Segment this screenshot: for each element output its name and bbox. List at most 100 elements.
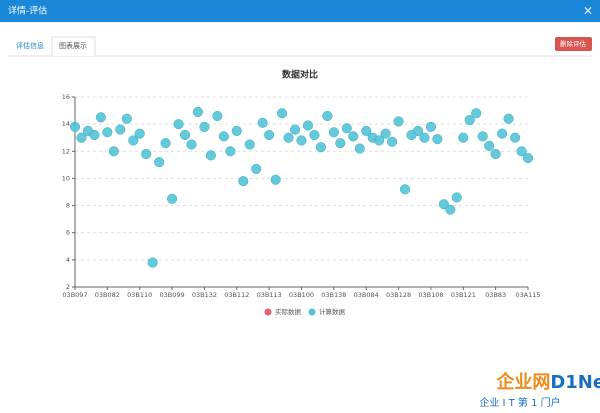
x-tick-label: 03B121 — [451, 291, 476, 299]
x-tick-label: 03B138 — [321, 291, 346, 299]
x-tick-label: 03B128 — [386, 291, 411, 299]
delete-button[interactable]: 删除评估 — [560, 39, 587, 48]
point — [160, 138, 171, 149]
x-tick-label: 03B132 — [192, 291, 217, 299]
point — [471, 108, 482, 119]
point — [128, 135, 139, 146]
point — [484, 140, 495, 151]
tab[interactable]: 图表展示 — [59, 41, 87, 50]
point — [179, 129, 191, 141]
point — [374, 135, 385, 146]
point — [192, 106, 204, 117]
point — [335, 138, 346, 149]
point — [510, 132, 521, 143]
y-tick-label: 10 — [62, 174, 70, 182]
legend-marker — [264, 308, 272, 316]
point — [186, 139, 197, 150]
legend-label: 计算数据 — [319, 307, 346, 316]
point — [134, 128, 145, 139]
point — [322, 110, 333, 122]
y-tick-label: 14 — [62, 120, 70, 128]
point — [438, 199, 449, 210]
point — [432, 134, 443, 145]
point — [76, 132, 87, 143]
x-tick-label: 03B112 — [224, 291, 249, 299]
title-bar — [0, 0, 600, 22]
close-button[interactable]: × — [583, 4, 593, 18]
point — [89, 129, 100, 141]
point — [69, 121, 81, 132]
point — [464, 115, 475, 126]
y-tick-label: 8 — [66, 202, 70, 210]
legend-label: 实际数据 — [275, 307, 302, 316]
point — [277, 108, 288, 119]
point — [328, 127, 339, 138]
y-tick-label: 12 — [62, 147, 70, 155]
point — [516, 146, 527, 157]
y-tick-label: 16 — [62, 93, 70, 101]
point — [108, 146, 119, 157]
point — [283, 132, 294, 143]
point — [503, 113, 514, 124]
point — [522, 153, 534, 164]
point — [412, 125, 424, 136]
point — [218, 131, 229, 142]
point — [445, 204, 456, 215]
point — [393, 116, 404, 127]
x-tick-label: 03B100 — [289, 291, 314, 299]
point — [141, 148, 152, 160]
point — [238, 176, 249, 187]
delete-button-bg[interactable] — [555, 37, 592, 51]
point — [289, 124, 301, 135]
point — [231, 125, 242, 136]
point — [121, 113, 132, 124]
point — [251, 163, 262, 174]
point — [205, 150, 216, 161]
point — [147, 257, 158, 268]
legend-marker — [308, 308, 316, 316]
x-tick-label: 03B099 — [160, 291, 185, 299]
y-tick-label: 6 — [66, 229, 70, 237]
point — [199, 121, 210, 132]
x-tick-label: 03B097 — [62, 291, 87, 299]
point — [419, 132, 430, 143]
watermark-brand: 企业网D1Net — [495, 371, 600, 393]
y-tick-label: 2 — [66, 283, 70, 291]
x-tick-label: 03B082 — [95, 291, 120, 299]
point — [380, 128, 391, 139]
watermark-cn: 企业网 — [495, 371, 550, 393]
x-tick-label: 03B108 — [418, 291, 443, 299]
point — [212, 110, 223, 122]
point — [451, 192, 462, 203]
x-tick-label: 03B113 — [257, 291, 282, 299]
y-tick-label: 4 — [66, 256, 70, 264]
point — [154, 157, 165, 168]
point — [296, 135, 307, 146]
point — [309, 129, 320, 141]
plot: 2 4 6 8 10 12 14 16 03B097 03B082 03B110 03B099 03B1… — [62, 93, 541, 316]
point — [264, 129, 275, 141]
point — [315, 142, 326, 153]
point — [225, 146, 236, 157]
point — [173, 119, 184, 130]
point — [244, 139, 255, 150]
tab[interactable]: 评估信息 — [16, 41, 44, 50]
active-tab-frame — [51, 36, 96, 56]
point — [341, 123, 352, 134]
watermark-en: D1Net — [550, 372, 600, 393]
point — [270, 174, 281, 185]
point — [102, 127, 113, 138]
point — [361, 125, 372, 136]
point — [167, 193, 178, 204]
point — [95, 112, 106, 123]
point — [458, 132, 469, 143]
point — [257, 117, 268, 128]
point — [399, 184, 411, 195]
point — [354, 143, 365, 154]
x-tick-label: 03B084 — [354, 291, 379, 299]
point — [115, 124, 126, 135]
watermark-slogan: 企业 I T 第 1 门户 — [479, 396, 560, 409]
x-tick-label: 03A115 — [515, 291, 540, 299]
point — [348, 131, 359, 142]
